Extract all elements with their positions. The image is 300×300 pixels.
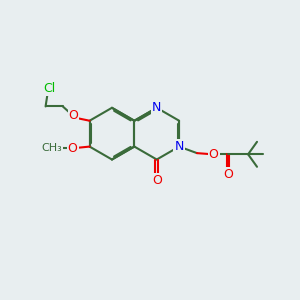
Text: O: O — [152, 173, 162, 187]
Text: N: N — [174, 140, 184, 153]
Text: N: N — [152, 101, 161, 114]
Text: O: O — [209, 148, 219, 161]
Text: O: O — [223, 168, 233, 181]
Text: O: O — [68, 142, 78, 154]
Text: CH₃: CH₃ — [41, 143, 62, 153]
Text: O: O — [69, 109, 78, 122]
Text: Cl: Cl — [44, 82, 56, 94]
